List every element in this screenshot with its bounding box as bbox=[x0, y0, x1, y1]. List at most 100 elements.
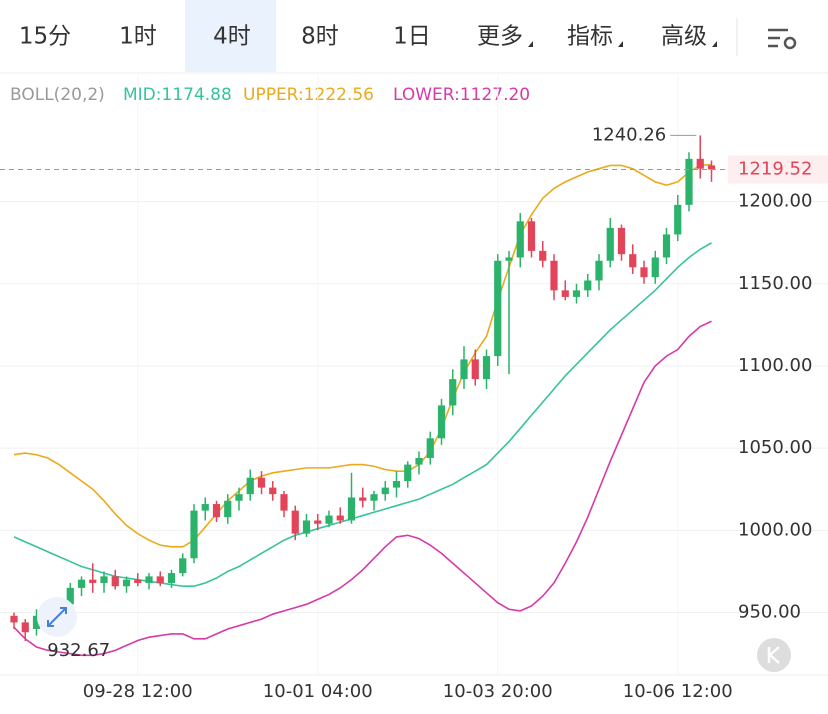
candle-body bbox=[370, 494, 378, 501]
candle-body bbox=[426, 438, 434, 459]
candle-body bbox=[111, 576, 119, 587]
candle-body bbox=[381, 487, 389, 495]
candle-body bbox=[212, 504, 221, 518]
candle-body bbox=[246, 477, 254, 495]
dropdown-arrow bbox=[712, 41, 717, 47]
candle-body bbox=[584, 280, 592, 291]
candle-body bbox=[595, 260, 603, 281]
candle-body bbox=[449, 379, 457, 406]
reset-button[interactable] bbox=[757, 638, 791, 672]
candle-body bbox=[685, 158, 693, 205]
tab[interactable]: 1时 bbox=[119, 24, 157, 50]
candle-body bbox=[460, 359, 468, 380]
candle-body bbox=[617, 227, 626, 255]
legend: BOLL(20,2) MID:1174.88 UPPER:1222.56 LOWER… bbox=[10, 85, 530, 105]
x-tick-label: 10-03 20:00 bbox=[443, 681, 553, 702]
y-tick-label: 1100.00 bbox=[738, 355, 812, 376]
candle-body bbox=[280, 494, 288, 511]
candle-body bbox=[167, 573, 176, 583]
candle-body bbox=[336, 515, 344, 521]
candle-body bbox=[516, 221, 524, 258]
candle-body bbox=[77, 579, 86, 588]
candle-body bbox=[156, 576, 164, 583]
tab[interactable]: 高级 bbox=[661, 24, 707, 50]
candle-body bbox=[32, 615, 41, 629]
candle-body bbox=[707, 165, 716, 170]
candle-body bbox=[471, 359, 479, 380]
candle-body bbox=[640, 267, 648, 278]
candle-body bbox=[179, 558, 187, 574]
candle-body bbox=[550, 260, 558, 291]
y-tick-label: 950.00 bbox=[738, 602, 801, 623]
y-tick-label: 1150.00 bbox=[738, 273, 812, 294]
x-tick-label: 09-28 12:00 bbox=[83, 681, 193, 702]
candle-body bbox=[561, 290, 569, 297]
candle-body bbox=[89, 579, 97, 583]
indicator-label: BOLL(20,2) bbox=[10, 85, 105, 105]
last-price-label: 1219.52 bbox=[738, 158, 812, 179]
candle-body bbox=[359, 497, 367, 501]
y-tick-label: 1050.00 bbox=[738, 437, 812, 458]
max-label: 1240.26 bbox=[592, 124, 666, 145]
legend-entry: MID:1174.88 bbox=[123, 85, 232, 105]
candle-body bbox=[134, 579, 142, 583]
candle-body bbox=[325, 515, 333, 524]
min-label: 932.67 bbox=[47, 640, 110, 661]
candle-body bbox=[494, 260, 502, 357]
candle-body bbox=[629, 254, 637, 268]
candle-body bbox=[696, 158, 704, 169]
candle-body bbox=[505, 257, 513, 261]
candle-body bbox=[404, 464, 412, 482]
candle-body bbox=[651, 257, 659, 278]
boll-line bbox=[13, 320, 712, 657]
candle-body bbox=[314, 520, 322, 524]
x-tick-label: 10-06 12:00 bbox=[623, 681, 733, 702]
candle-body bbox=[21, 622, 29, 633]
candle-body bbox=[415, 458, 423, 465]
candle-body bbox=[572, 290, 581, 297]
candle-body bbox=[66, 587, 74, 605]
tab[interactable]: 指标 bbox=[567, 24, 613, 50]
candle-body bbox=[10, 615, 18, 623]
tab[interactable]: 1日 bbox=[393, 24, 431, 50]
candle-body bbox=[190, 510, 198, 559]
candle-body bbox=[224, 500, 232, 518]
candle-body bbox=[269, 487, 277, 495]
candle-body bbox=[662, 234, 671, 258]
tab[interactable]: 8时 bbox=[301, 24, 339, 50]
candle-body bbox=[674, 204, 682, 235]
last-price-box bbox=[728, 155, 828, 184]
candle-body bbox=[302, 520, 311, 534]
tab[interactable]: 15分 bbox=[19, 24, 71, 50]
dropdown-arrow bbox=[618, 41, 623, 47]
boll-line bbox=[13, 242, 712, 588]
candle-body bbox=[606, 227, 614, 261]
candle-body bbox=[539, 250, 547, 261]
dropdown-arrow bbox=[528, 41, 533, 47]
tab[interactable]: 更多 bbox=[477, 24, 523, 50]
candle-body bbox=[257, 477, 266, 488]
tab[interactable]: 4时 bbox=[213, 24, 251, 50]
candle-body bbox=[122, 579, 131, 587]
y-tick-label: 1200.00 bbox=[738, 191, 812, 212]
plot: 950.00 1000.00 1050.00 1100.00 1150.00 1200.0… bbox=[0, 75, 828, 702]
settings-icon[interactable] bbox=[768, 28, 797, 50]
candle-body bbox=[291, 510, 299, 534]
candle-body bbox=[482, 356, 491, 380]
expand-icon[interactable] bbox=[37, 597, 77, 637]
candle-body bbox=[347, 497, 356, 521]
candle-body bbox=[145, 576, 153, 583]
legend-entry: LOWER:1127.20 bbox=[393, 85, 530, 105]
candle-body bbox=[201, 504, 209, 511]
selected-tab-bg bbox=[185, 0, 276, 72]
y-tick-label: 1000.00 bbox=[738, 519, 812, 540]
x-tick-label: 10-01 04:00 bbox=[263, 681, 373, 702]
legend-entry: UPPER:1222.56 bbox=[243, 85, 374, 105]
candle-body bbox=[235, 494, 243, 501]
candle-body bbox=[527, 221, 536, 251]
candle-body bbox=[100, 576, 108, 583]
tab-bar: 15分 1时 4时 8时 1日 更多 指标 高级 bbox=[19, 24, 717, 50]
candle-body bbox=[392, 481, 401, 488]
